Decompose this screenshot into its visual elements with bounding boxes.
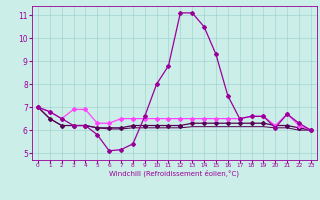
X-axis label: Windchill (Refroidissement éolien,°C): Windchill (Refroidissement éolien,°C) [109, 170, 239, 177]
